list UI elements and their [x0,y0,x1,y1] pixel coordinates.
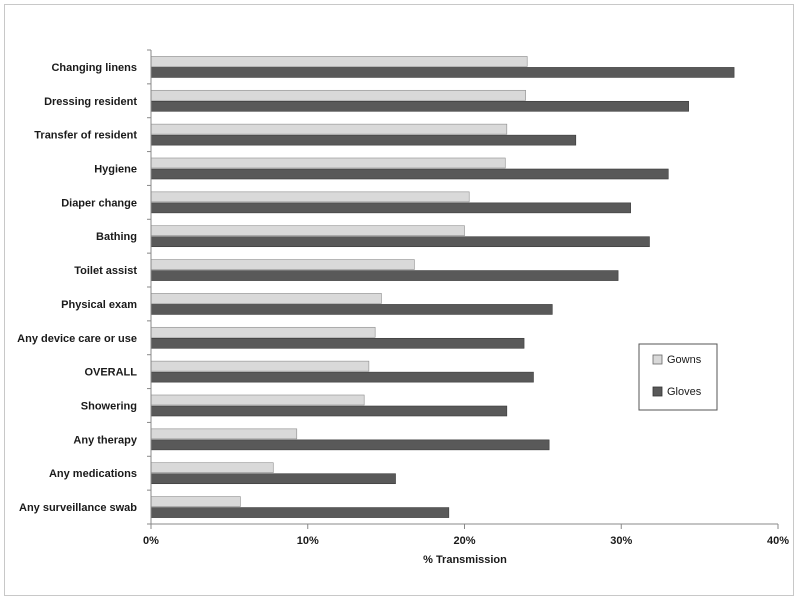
bar-gloves-11 [150,439,550,451]
bar-gowns-3 [150,157,506,169]
x-tick-label: 40% [767,535,789,547]
bar-gowns-6 [150,259,415,270]
bar-gowns-0 [150,56,528,67]
category-label: Any surveillance swab [19,502,137,514]
category-label: Physical exam [61,299,137,311]
category-label: Toilet assist [74,265,137,277]
legend-label-gowns: Gowns [667,354,702,366]
x-tick-label: 10% [297,535,319,547]
bar-gowns-5 [150,225,465,237]
bar-gloves-2 [150,134,577,146]
legend-swatch-gloves [652,386,663,397]
category-label: Showering [81,401,137,413]
bar-gloves-9 [150,371,534,383]
legend: Gowns Gloves [638,343,718,411]
bar-gloves-1 [150,100,689,112]
bar-gowns-8 [150,326,376,338]
legend-label-gloves: Gloves [667,386,702,398]
bar-gloves-4 [150,202,631,214]
x-tick-label: 20% [453,535,475,547]
bar-gowns-11 [150,428,298,440]
legend-box [638,343,718,411]
bar-gowns-12 [150,462,274,474]
bar-gowns-7 [150,293,382,304]
bar-gowns-2 [150,123,508,135]
category-label: Changing linens [51,62,137,74]
bar-gowns-13 [150,496,241,507]
bar-gloves-6 [150,270,619,281]
bar-gloves-0 [150,67,735,78]
x-tick-label: 0% [143,535,159,547]
axes-group: 0% 10% 20% 30% 40% [143,49,789,547]
bar-gloves-3 [150,168,669,180]
bar-gowns-1 [150,89,526,101]
bar-gowns-10 [150,394,365,406]
category-label: Dressing resident [44,96,137,108]
bars-group [150,56,735,518]
bar-gowns-4 [150,191,470,203]
x-tick-label: 30% [610,535,632,547]
category-labels-group: Changing linens Dressing resident Transfer… [17,62,138,514]
category-label: OVERALL [84,367,137,379]
bar-gloves-10 [150,405,508,417]
category-label: Any medications [49,468,137,480]
category-label: Bathing [96,231,137,243]
category-label: Any therapy [73,434,137,446]
bar-gloves-8 [150,337,525,349]
bar-gloves-12 [150,473,396,485]
bar-gloves-5 [150,236,650,248]
bar-gowns-9 [150,360,370,372]
x-axis-title: % Transmission [423,554,507,566]
bar-gloves-13 [150,507,450,518]
category-label: Any device care or use [17,333,137,345]
bar-gloves-7 [150,304,553,315]
legend-swatch-gowns [652,354,663,365]
category-label: Hygiene [94,164,137,176]
category-label: Diaper change [61,197,137,209]
category-label: Transfer of resident [34,130,137,142]
